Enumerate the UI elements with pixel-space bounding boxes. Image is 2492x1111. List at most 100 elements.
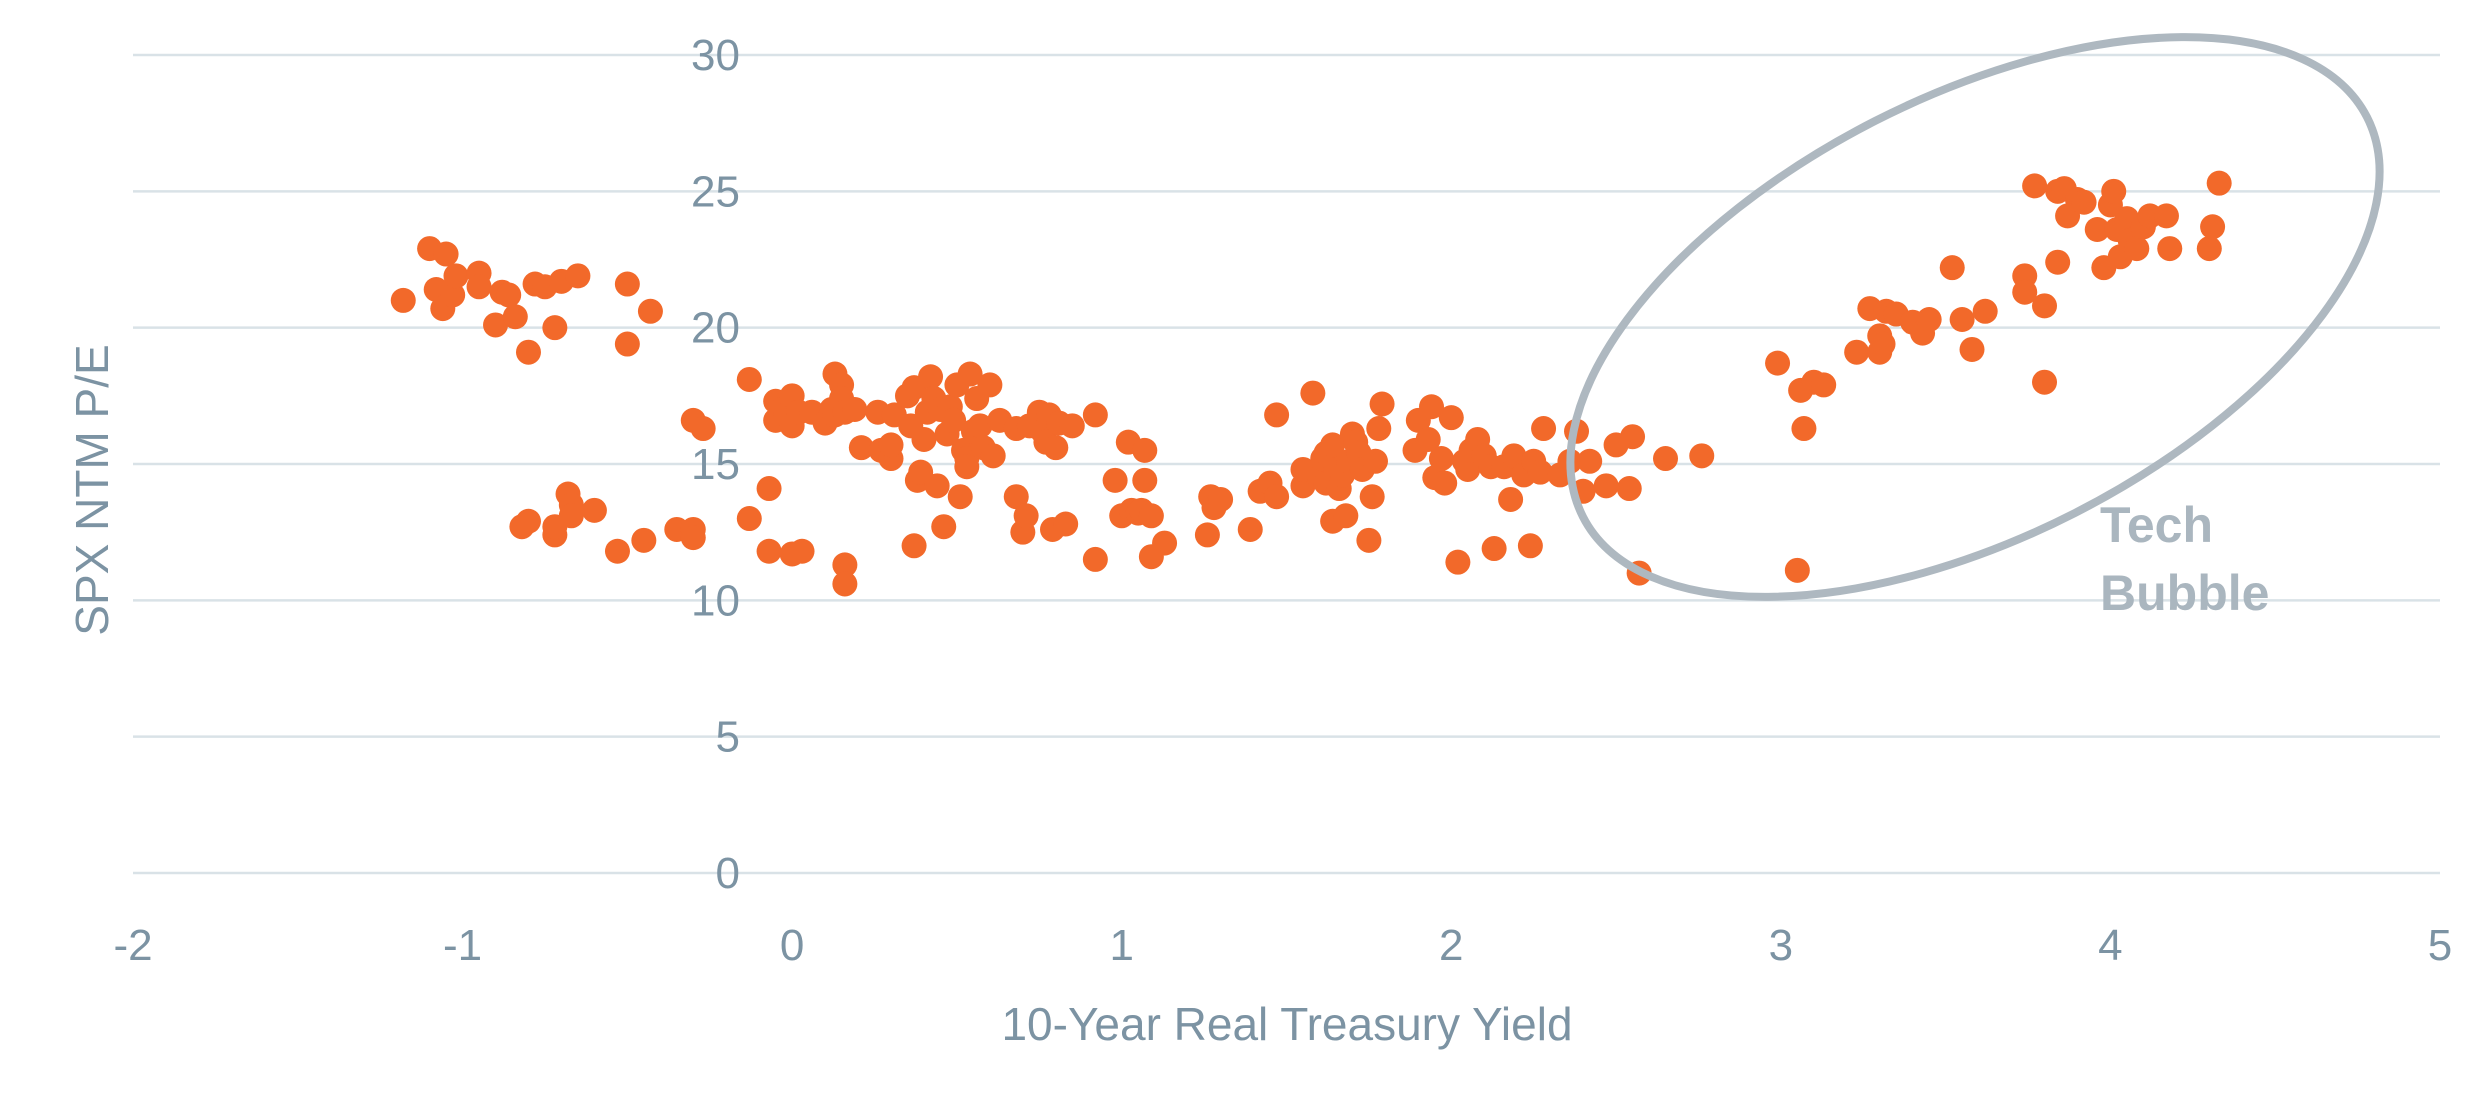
data-point — [1689, 443, 1715, 469]
data-point — [832, 552, 858, 578]
data-point — [957, 361, 983, 387]
data-point — [581, 497, 607, 523]
data-point — [2153, 203, 2179, 229]
data-point — [924, 473, 950, 499]
data-point — [2196, 236, 2222, 262]
x-tick-label: 0 — [780, 921, 804, 970]
data-point — [558, 503, 584, 529]
annotation-tech: Tech — [2100, 497, 2213, 553]
data-point — [1320, 432, 1346, 458]
data-point — [1438, 405, 1464, 431]
data-point — [1300, 380, 1326, 406]
data-point — [1784, 557, 1810, 583]
data-point — [1356, 527, 1382, 553]
data-point — [390, 287, 416, 313]
y-tick-label: 5 — [716, 713, 740, 762]
data-point — [2032, 293, 2058, 319]
data-point — [2071, 189, 2097, 215]
data-point — [2124, 236, 2150, 262]
x-tick-label: 2 — [1439, 921, 1463, 970]
data-point — [1432, 470, 1458, 496]
data-point — [1362, 448, 1388, 474]
y-tick-label: 0 — [716, 849, 740, 898]
data-point — [2012, 279, 2038, 305]
data-point — [954, 454, 980, 480]
data-point — [911, 426, 937, 452]
data-point — [1132, 467, 1158, 493]
data-point — [1102, 467, 1128, 493]
data-point — [565, 263, 591, 289]
data-point — [1791, 416, 1817, 442]
data-point — [980, 443, 1006, 469]
data-point — [1455, 456, 1481, 482]
data-point — [1959, 336, 1985, 362]
y-axis-title: SPX NTM P/E — [66, 344, 118, 635]
data-point — [941, 407, 967, 433]
data-point — [967, 413, 993, 439]
data-point — [1003, 484, 1029, 510]
data-point — [756, 538, 782, 564]
data-point — [2101, 178, 2127, 204]
data-point — [878, 432, 904, 458]
x-tick-label: 4 — [2098, 921, 2122, 970]
data-point — [1208, 486, 1234, 512]
data-point — [1593, 473, 1619, 499]
data-point — [2157, 236, 2183, 262]
data-point — [1366, 416, 1392, 442]
data-point — [1620, 424, 1646, 450]
data-point — [515, 339, 541, 365]
data-point — [901, 533, 927, 559]
data-point — [1132, 437, 1158, 463]
data-point — [1616, 476, 1642, 502]
data-point — [1844, 339, 1870, 365]
data-point — [614, 271, 640, 297]
data-point — [1445, 549, 1471, 575]
data-point — [614, 331, 640, 357]
data-point — [789, 538, 815, 564]
data-point — [1811, 372, 1837, 398]
data-point — [1415, 426, 1441, 452]
data-point — [1501, 443, 1527, 469]
data-point — [842, 396, 868, 422]
data-point — [977, 372, 1003, 398]
data-point — [433, 241, 459, 267]
data-point — [1043, 435, 1069, 461]
y-tick-label: 15 — [691, 440, 740, 489]
data-point — [1527, 459, 1553, 485]
data-point — [1498, 486, 1524, 512]
data-point — [1082, 402, 1108, 428]
annotation-bubble: Bubble — [2100, 565, 2269, 621]
data-point — [1369, 391, 1395, 417]
data-point — [1972, 298, 1998, 324]
data-point — [1333, 503, 1359, 529]
x-tick-label: -1 — [443, 921, 482, 970]
data-point — [1949, 306, 1975, 332]
data-points — [390, 170, 2232, 597]
x-tick-label: 3 — [1769, 921, 1793, 970]
data-point — [1765, 350, 1791, 376]
data-point — [440, 282, 466, 308]
y-tick-label: 25 — [691, 167, 740, 216]
y-tick-label: 10 — [691, 576, 740, 625]
data-point — [1264, 402, 1290, 428]
y-tick-label: 30 — [691, 31, 740, 80]
data-point — [1419, 394, 1445, 420]
data-point — [931, 514, 957, 540]
data-point — [1531, 416, 1557, 442]
data-point — [1264, 484, 1290, 510]
data-point — [1053, 511, 1079, 537]
data-point — [1481, 536, 1507, 562]
data-point — [502, 304, 528, 330]
tech-bubble-ellipse — [1566, 33, 2384, 601]
x-tick-label: 5 — [2428, 921, 2452, 970]
data-point — [2200, 214, 2226, 240]
data-point — [542, 315, 568, 341]
data-point — [1428, 446, 1454, 472]
data-point — [2045, 249, 2071, 275]
gridlines — [133, 53, 2440, 875]
data-point — [1237, 516, 1263, 542]
data-point — [2084, 217, 2110, 243]
data-point — [918, 364, 944, 390]
data-point — [1870, 331, 1896, 357]
